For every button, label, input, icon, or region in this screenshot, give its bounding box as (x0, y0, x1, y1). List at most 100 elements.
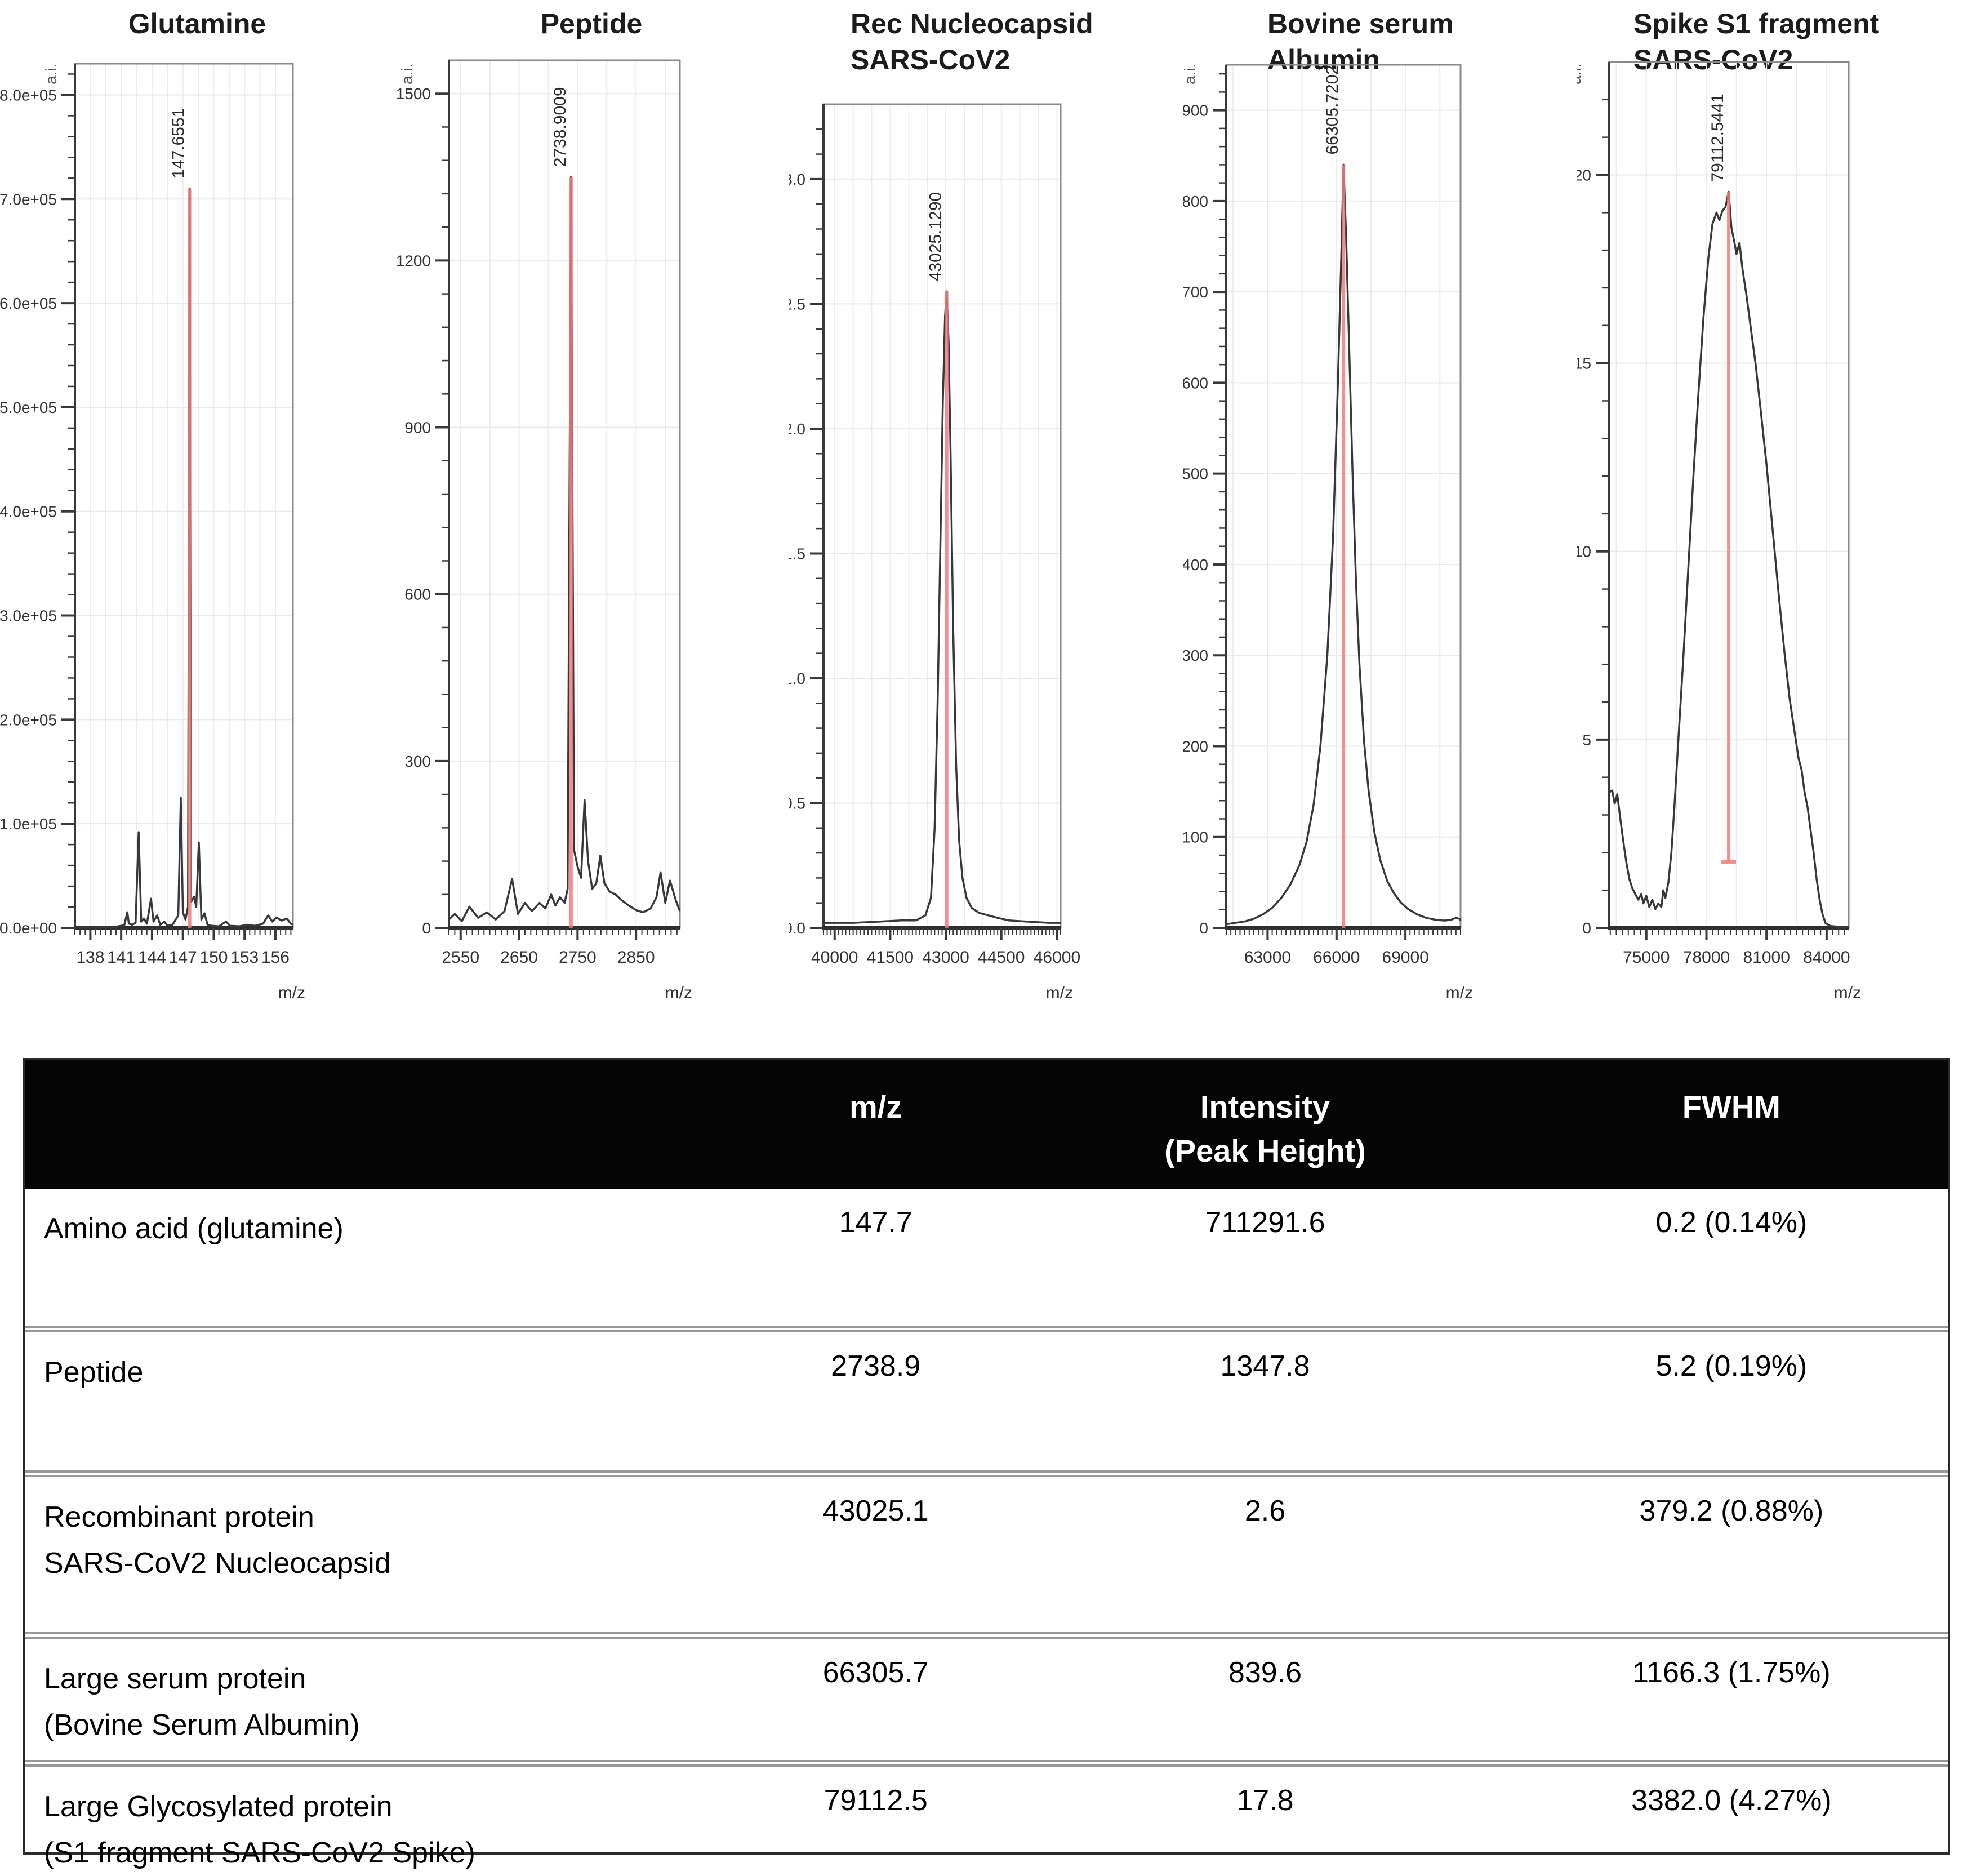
y-tick-label: 0 (422, 919, 431, 937)
spectrum-curve (448, 176, 681, 922)
peak-value-label: 147.6551 (170, 108, 188, 179)
row-label: Large serum protein (Bovine Serum Albumin… (25, 1639, 736, 1760)
chart-title-line: Bovine serum (1267, 8, 1454, 39)
row-label-line: Large Glycosylated protein (44, 1790, 393, 1823)
y-tick-label: 1.5 (789, 545, 805, 562)
spectrum-panel-2: Peptide 0 300 600 900 1200 1500 2550 2650 2750 285… (394, 0, 789, 1014)
spectrum-plot-5: 0 5 10 15 20 75000 78000 81000 84000 m/z a.i. 79112… (1577, 61, 1861, 1002)
x-tick-label: 69000 (1382, 948, 1428, 967)
y-tick-label: 0.5 (789, 794, 805, 812)
y-axis-label: a.i. (398, 64, 416, 85)
row-intensity: 711291.6 (1205, 1206, 1325, 1239)
y-tick-label: 1200 (396, 252, 431, 269)
y-tick-label: 0.0 (789, 919, 805, 937)
x-tick-label: 2850 (617, 948, 655, 967)
chart-title-line: SARS-CoV2 (851, 44, 1011, 75)
row-label-line: (S1 fragment SARS-CoV2 Spike) (44, 1837, 475, 1869)
x-tick-label: 153 (230, 948, 259, 967)
chart-title: Bovine serum Albumin (1183, 6, 1577, 78)
y-tick-label: 300 (404, 753, 431, 770)
peak-value-label: 66305.7202 (1323, 65, 1342, 155)
row-fwhm: 5.2 (0.19%) (1655, 1350, 1808, 1382)
row-label: Amino acid (glutamine) (25, 1189, 736, 1326)
row-fwhm: 3382.0 (4.27%) (1631, 1784, 1832, 1817)
x-axis-label: m/z (1446, 984, 1473, 1002)
y-tick-label: 1.0 (789, 670, 805, 687)
y-tick-label: 3.0e+05 (0, 607, 57, 625)
y-tick-label: 0 (1199, 919, 1208, 937)
x-tick-label: 150 (199, 948, 228, 967)
header-intensity-line: Intensity (1200, 1089, 1330, 1124)
row-label: Recombinant protein SARS-CoV2 Nucleocapsi… (25, 1477, 736, 1632)
row-mz: 2738.9 (831, 1350, 921, 1382)
peak-value-label: 43025.1290 (927, 192, 945, 282)
chart-title: Peptide (394, 6, 789, 42)
plot-border (448, 59, 681, 929)
y-tick-label: 0.0e+00 (0, 919, 57, 937)
y-tick-label: 8.0e+05 (0, 86, 57, 104)
row-mz: 79112.5 (823, 1784, 928, 1817)
y-tick-label: 900 (1183, 102, 1208, 119)
spectrum-panel-1: Glutamine 0.0e+00 1.0e+05 2.0e+05 3.0e+05 4.0… (0, 0, 394, 1014)
row-intensity: 1347.8 (1220, 1350, 1310, 1382)
y-tick-label: 10 (1577, 543, 1591, 561)
chart-title-line: Spike S1 fragment (1633, 8, 1880, 39)
spectrum-curve (823, 290, 1061, 924)
y-tick-label: 4.0e+05 (0, 503, 57, 521)
y-axis-label: a.i. (1183, 64, 1199, 85)
x-tick-label: 84000 (1803, 948, 1850, 967)
y-tick-label: 3.0 (789, 171, 805, 188)
y-tick-label: 300 (1183, 647, 1208, 664)
header-spacer (25, 1060, 736, 1189)
y-tick-label: 600 (1183, 374, 1208, 392)
y-tick-label: 400 (1183, 556, 1208, 574)
row-label-line: Amino acid (glutamine) (44, 1212, 344, 1245)
y-tick-label: 1500 (396, 85, 431, 103)
spectrum-panel-5: Spike S1 fragment SARS-CoV2 0 5 10 15 20 75000 7… (1577, 0, 1971, 1014)
results-table: m/z Intensity (Peak Height) FWHM Amino acid … (23, 1058, 1950, 1869)
x-tick-label: 81000 (1743, 948, 1790, 967)
chart-title-line: Peptide (540, 8, 643, 39)
y-tick-label: 800 (1183, 193, 1208, 210)
chart-title: Rec Nucleocapsid SARS-CoV2 (789, 6, 1183, 78)
x-tick-label: 75000 (1623, 948, 1670, 967)
table-row: Amino acid (glutamine) 147.7 711291.6 0.2 (… (25, 1189, 1948, 1326)
chart-title-line: Rec Nucleocapsid (851, 8, 1093, 39)
y-axis-label: a.i. (42, 64, 60, 85)
x-tick-label: 66000 (1313, 948, 1360, 967)
header-mz: m/z (849, 1089, 902, 1124)
y-tick-label: 900 (404, 419, 431, 437)
spectrum-panel-4: Bovine serum Albumin 0 100 200 300 400 500 600 70… (1183, 0, 1577, 1014)
x-tick-label: 141 (107, 948, 135, 967)
y-tick-label: 5 (1582, 731, 1591, 749)
x-tick-label: 147 (169, 948, 197, 967)
row-label-line: Recombinant protein (44, 1501, 314, 1533)
row-label-line: SARS-CoV2 Nucleocapsid (44, 1547, 391, 1580)
table-row: Recombinant protein SARS-CoV2 Nucleocapsi… (25, 1470, 1948, 1632)
spectrum-plot-4: 0 100 200 300 400 500 600 700 800 900 63000 66000 69… (1183, 64, 1473, 1002)
spectrum-plot-1: 0.0e+00 1.0e+05 2.0e+05 3.0e+05 4.0e+05 5.0e+… (0, 63, 305, 1002)
y-tick-label: 1.0e+05 (0, 815, 57, 833)
row-mz: 43025.1 (822, 1495, 929, 1527)
x-tick-label: 156 (261, 948, 290, 967)
y-tick-label: 700 (1183, 283, 1208, 301)
spectrum-plot-3: 0.0 0.5 1.0 1.5 2.0 2.5 3.0 40000 41500 43000 4450… (789, 103, 1080, 1002)
x-tick-label: 63000 (1244, 948, 1291, 967)
x-tick-label: 43000 (922, 948, 969, 967)
row-intensity: 2.6 (1244, 1495, 1286, 1527)
row-mz: 147.7 (839, 1206, 912, 1239)
row-intensity: 17.8 (1236, 1784, 1294, 1817)
row-label: Large Glycosylated protein (S1 fragment S… (25, 1767, 736, 1876)
row-mz: 66305.7 (822, 1656, 929, 1689)
x-tick-label: 138 (76, 948, 104, 967)
spectrum-curve (1609, 190, 1849, 928)
x-axis-label: m/z (278, 984, 305, 1002)
chart-title: Glutamine (0, 6, 394, 42)
y-tick-label: 600 (404, 586, 431, 603)
row-label-line: (Bovine Serum Albumin) (44, 1709, 360, 1741)
y-tick-label: 0 (1582, 919, 1591, 937)
x-tick-label: 144 (138, 948, 166, 967)
header-intensity-line: (Peak Height) (1164, 1133, 1366, 1168)
row-label: Peptide (25, 1332, 736, 1470)
